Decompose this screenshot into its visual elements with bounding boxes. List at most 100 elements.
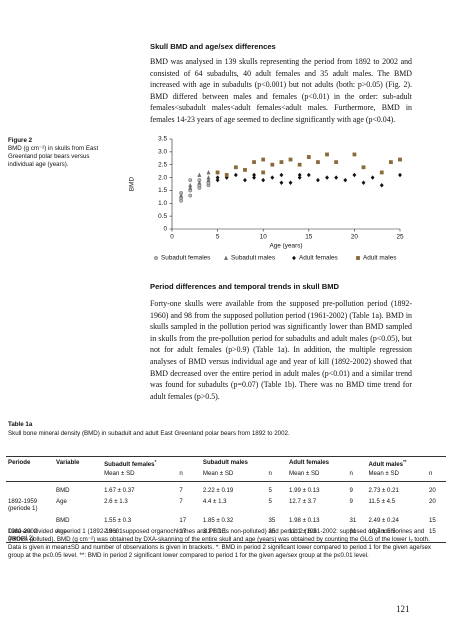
point xyxy=(233,172,238,178)
point xyxy=(206,175,211,180)
point xyxy=(224,173,229,177)
stat-header: n xyxy=(179,470,183,477)
point xyxy=(270,162,275,167)
point xyxy=(279,172,284,178)
y-tick-label: 2.0 xyxy=(158,174,167,181)
point xyxy=(288,180,293,186)
value-cell: 1.55 ± 0.3 xyxy=(104,517,132,524)
point xyxy=(370,175,375,180)
point xyxy=(252,160,256,165)
point xyxy=(343,177,348,183)
header-mark: * xyxy=(154,459,157,464)
point xyxy=(188,178,193,183)
point xyxy=(297,172,302,178)
y-tick-label: 1.5 xyxy=(158,187,167,194)
value-cell: 35 xyxy=(268,528,276,535)
point xyxy=(288,157,293,162)
period-cell xyxy=(6,482,54,499)
point xyxy=(261,177,266,183)
y-tick-label: 3.5 xyxy=(158,136,167,143)
stat-header: Mean ± SD xyxy=(202,470,234,477)
stat-header: Mean ± SD xyxy=(104,470,135,477)
column-header: Adult females xyxy=(287,457,366,471)
point xyxy=(334,160,339,165)
blank-cell xyxy=(54,470,102,482)
point xyxy=(215,170,220,175)
header-mark: ** xyxy=(403,459,407,464)
y-axis-label: BMD xyxy=(129,177,136,192)
column-header: Periode xyxy=(6,457,54,471)
point xyxy=(325,175,330,180)
variable-cell: BMD xyxy=(56,487,70,494)
variable-cell: BMD xyxy=(56,517,70,524)
point xyxy=(352,152,357,157)
value-cell: 11.5 ± 4.5 xyxy=(368,498,396,505)
x-tick-label: 15 xyxy=(305,234,313,241)
value-cell: 2.22 ± 0.19 xyxy=(202,487,234,494)
table-row: 1892-1959 (periode 1) Age 2.6 ± 1.3 7 4.4 ± … xyxy=(6,498,446,512)
paragraph: BMD was analysed in 139 skulls represent… xyxy=(150,57,412,124)
point xyxy=(188,182,193,188)
header-text: Adult females xyxy=(289,459,329,466)
column-header: Variable xyxy=(54,457,102,471)
page-number: 121 xyxy=(396,604,410,614)
point xyxy=(325,152,329,157)
legend-marker xyxy=(154,256,158,260)
period-cell: 1960-2002 (period 2) xyxy=(8,528,38,542)
value-cell: 4.4 ± 1.3 xyxy=(202,498,227,505)
point xyxy=(261,170,266,175)
point xyxy=(179,193,184,198)
value-cell: 12.7 ± 3.7 xyxy=(289,498,317,505)
column-header: Adult males** xyxy=(366,457,446,471)
point xyxy=(398,172,402,178)
section-heading: Skull BMD and age/sex differences xyxy=(150,42,276,51)
x-tick-label: 25 xyxy=(396,234,404,241)
legend-label: Adult males xyxy=(363,255,396,262)
point xyxy=(361,180,366,186)
table-row: BMD 1.55 ± 0.3 17 1.85 ± 0.32 35 1.98 ± 0.13 3… xyxy=(6,512,446,528)
point xyxy=(297,175,302,180)
point xyxy=(252,175,257,180)
point xyxy=(398,157,402,162)
value-cell: 31 xyxy=(349,517,357,524)
legend-marker xyxy=(223,255,229,260)
x-tick-label: 5 xyxy=(216,234,220,241)
point xyxy=(361,165,366,170)
value-cell: 17 xyxy=(179,517,187,524)
value-cell: 17 xyxy=(179,528,187,535)
point xyxy=(297,162,302,167)
figure-caption: BMD (g cm⁻²) in skulls from East Greenla… xyxy=(8,145,99,168)
stat-header: n xyxy=(349,470,353,477)
x-tick-label: 10 xyxy=(260,234,268,241)
table-footnote: Data are divided on period 1 (1892-1960:… xyxy=(8,528,431,559)
blank-cell xyxy=(6,470,54,482)
section-heading: Period differences and temporal trends i… xyxy=(150,282,340,291)
column-header: Subadult females* xyxy=(102,457,201,471)
value-cell: 2.6 ± 1.3 xyxy=(104,498,128,505)
chart: 0 0.5 1.0 1.5 2.0 2.5 3.0 3.5 0 5 10 15 20 25 BMD Age (… xyxy=(129,136,404,262)
value-cell: 1.98 ± 0.13 xyxy=(289,517,320,524)
point xyxy=(379,182,384,188)
x-tick-label: 20 xyxy=(351,234,359,241)
value-cell: 15 xyxy=(428,528,436,535)
point xyxy=(279,180,284,186)
point xyxy=(270,175,275,180)
stat-header-row: Mean ± SD n Mean ± SD n Mean ± SD n Mean ± SD n xyxy=(6,470,446,482)
y-tick-label: 0.5 xyxy=(158,213,167,220)
header-text: Subadult females xyxy=(104,461,155,469)
stat-header: Mean ± SD xyxy=(289,470,320,477)
point xyxy=(197,172,202,177)
point xyxy=(188,185,193,190)
value-cell: 2.8 ± 1 xyxy=(104,528,123,535)
header-row: Periode Variable Subadult females* Subadult… xyxy=(6,456,446,471)
figure-label: Figure 2 xyxy=(8,137,33,144)
y-tick-label: 0 xyxy=(163,226,167,233)
table-caption: Skull bone mineral density (BMD) in suba… xyxy=(8,430,290,437)
point xyxy=(233,165,238,170)
header-text: Subadult males xyxy=(202,459,248,466)
legend-marker xyxy=(292,255,296,261)
table-row: BMD 1.67 ± 0.37 7 2.22 ± 0.19 5 1.99 ± 0.13 9 2… xyxy=(6,482,446,499)
value-cell: 2.49 ± 0.24 xyxy=(368,517,399,524)
value-cell: 1.99 ± 0.13 xyxy=(289,487,320,494)
